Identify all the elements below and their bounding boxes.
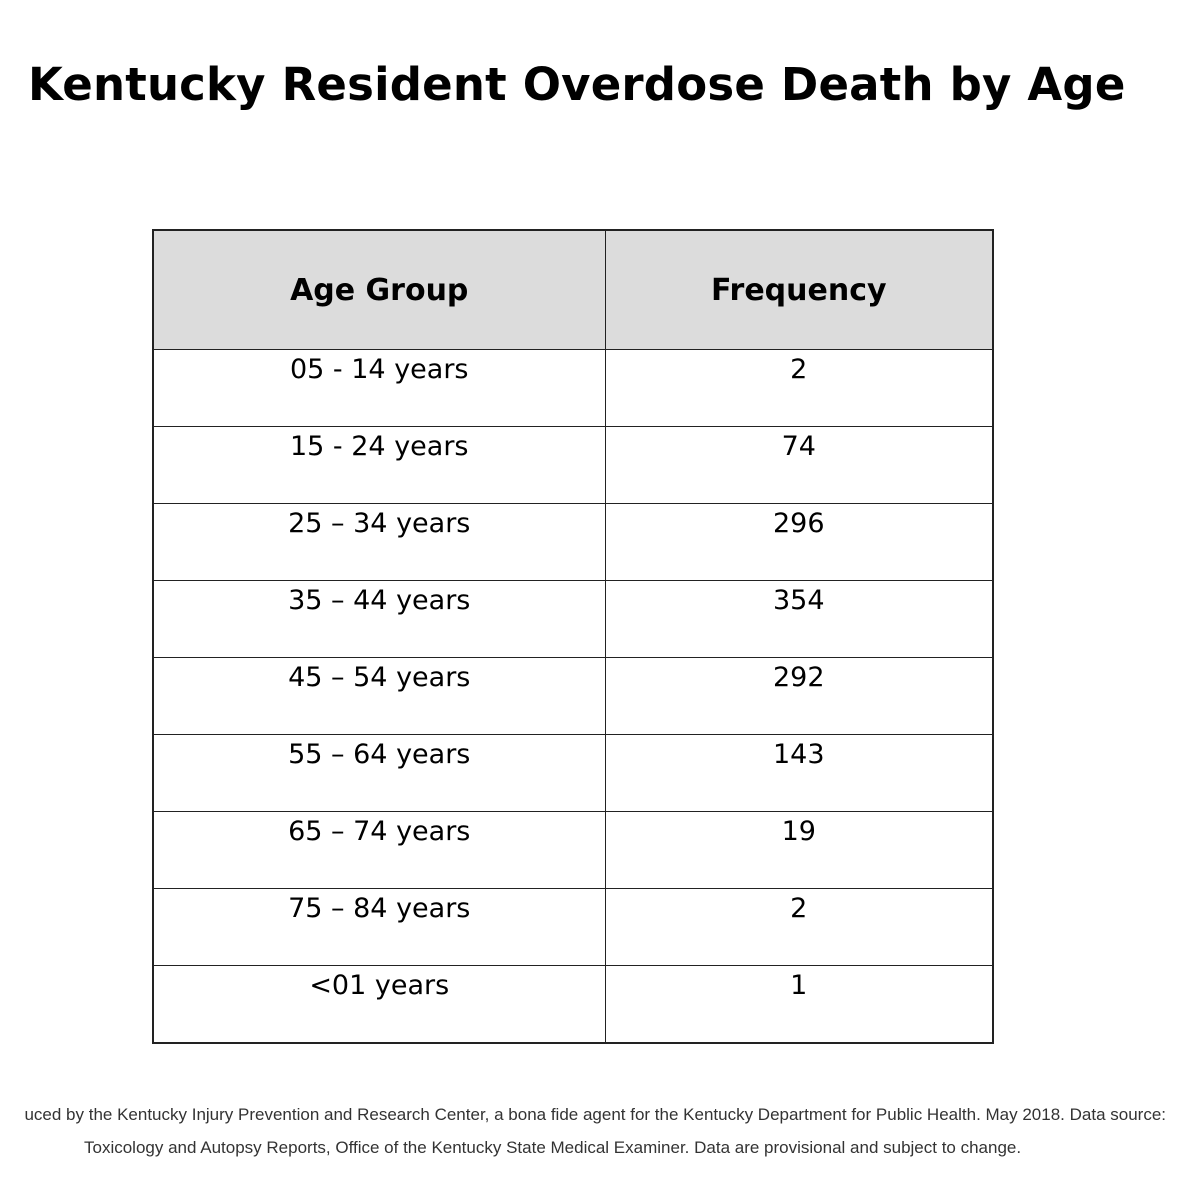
page-title: Kentucky Resident Overdose Death by Age: [28, 58, 1126, 111]
frequency-cell: 292: [604, 657, 994, 735]
footnote-line-2: Toxicology and Autopsy Reports, Office o…: [84, 1138, 1022, 1157]
data-table: Age Group Frequency 05 - 14 years 2 15 -…: [152, 229, 994, 1044]
frequency-cell: 2: [604, 349, 994, 427]
column-header-age-group: Age Group: [152, 229, 606, 350]
age-group-cell: 05 - 14 years: [152, 349, 606, 427]
frequency-cell: 296: [604, 503, 994, 581]
age-group-cell: 15 - 24 years: [152, 426, 606, 504]
age-group-cell: 55 – 64 years: [152, 734, 606, 812]
footnote-line-1: uced by the Kentucky Injury Prevention a…: [24, 1105, 1166, 1124]
age-group-cell: 75 – 84 years: [152, 888, 606, 966]
table-row: 15 - 24 years 74: [152, 426, 994, 504]
table-row: 25 – 34 years 296: [152, 503, 994, 581]
table-row: 35 – 44 years 354: [152, 580, 994, 658]
table-row: 45 – 54 years 292: [152, 657, 994, 735]
table-row: 65 – 74 years 19: [152, 811, 994, 889]
frequency-cell: 74: [604, 426, 994, 504]
table-row: <01 years 1: [152, 965, 994, 1044]
frequency-cell: 19: [604, 811, 994, 889]
age-group-cell: 45 – 54 years: [152, 657, 606, 735]
age-group-cell: 35 – 44 years: [152, 580, 606, 658]
table-row: 55 – 64 years 143: [152, 734, 994, 812]
column-header-frequency: Frequency: [604, 229, 994, 350]
age-group-cell: 25 – 34 years: [152, 503, 606, 581]
table-row: 05 - 14 years 2: [152, 349, 994, 427]
frequency-cell: 1: [604, 965, 994, 1044]
table-header-row: Age Group Frequency: [152, 229, 994, 350]
frequency-cell: 354: [604, 580, 994, 658]
frequency-cell: 143: [604, 734, 994, 812]
age-group-cell: 65 – 74 years: [152, 811, 606, 889]
frequency-cell: 2: [604, 888, 994, 966]
age-group-cell: <01 years: [152, 965, 606, 1044]
table-row: 75 – 84 years 2: [152, 888, 994, 966]
